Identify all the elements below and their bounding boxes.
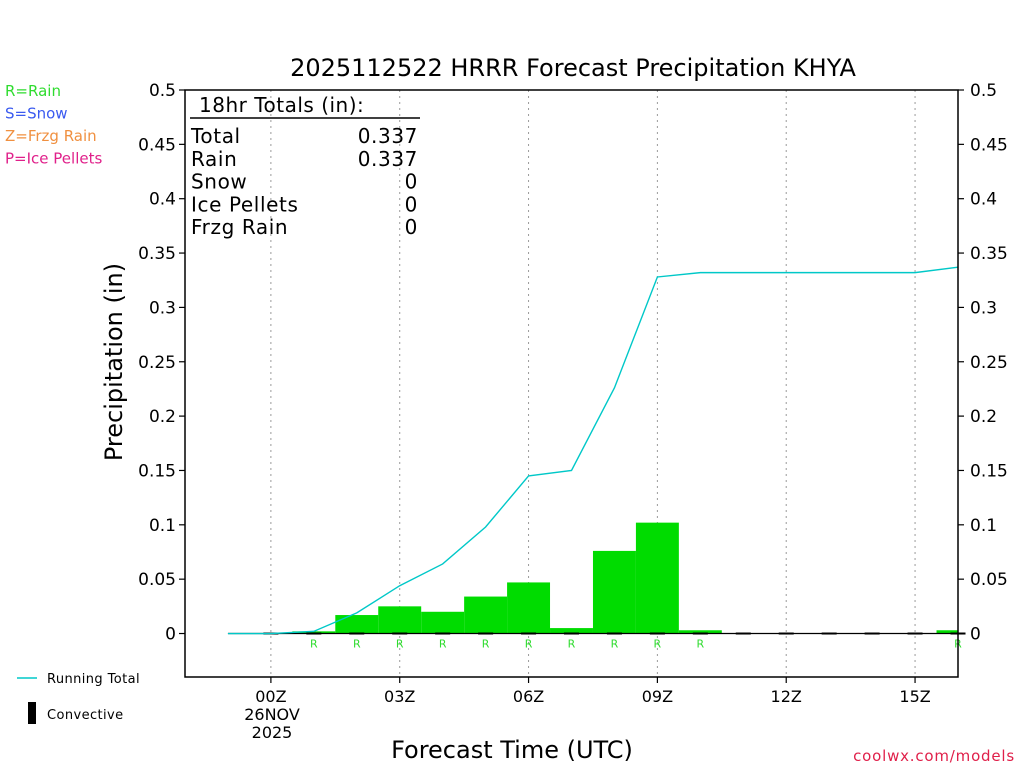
x-axis-title: Forecast Time (UTC) (391, 736, 633, 764)
totals-row-value: 0.337 (358, 124, 418, 148)
y-tick-label-right: 0.25 (970, 353, 1008, 373)
ptype-marker: R (439, 638, 447, 651)
totals-header: 18hr Totals (in): (199, 93, 364, 117)
y-tick-label-left: 0.25 (138, 353, 176, 373)
precip-bar (550, 628, 593, 634)
x-year-label: 2025 (252, 723, 293, 742)
totals-row-value: 0 (405, 170, 418, 194)
totals-box: 18hr Totals (in): Total 0.337 Rain 0.337 Sno… (190, 93, 420, 239)
totals-row-label: Rain (191, 147, 237, 171)
x-tick-label: 12Z (771, 687, 802, 706)
ptype-marker: R (482, 638, 490, 651)
ptype-marker: R (310, 638, 318, 651)
line-legend-label: Convective (47, 708, 124, 723)
precip-type-legend: R=Rain S=Snow Z=Frzg Rain P=Ice Pellets (5, 82, 102, 168)
y-tick-label-left: 0 (165, 625, 176, 645)
line-legend-label: Running Total (47, 672, 140, 687)
ptype-marker: R (353, 638, 361, 651)
y-tick-label-left: 0.45 (138, 135, 176, 155)
hourly-precip-bars (292, 522, 958, 634)
totals-rows: Total 0.337 Rain 0.337 Snow 0 Ice Pellets 0 Frzg… (190, 124, 418, 239)
type-legend-item: S=Snow (5, 105, 68, 123)
x-tick-label: 06Z (513, 687, 544, 706)
y-tick-label-left: 0.15 (138, 461, 176, 481)
y-axis-right: 0 0.05 0.1 0.15 0.2 0.25 0.3 0.35 0.4 0.45 0.5 (958, 81, 1008, 645)
precip-bar (421, 611, 465, 634)
ptype-marker: R (611, 638, 619, 651)
x-date-label: 26NOV (244, 705, 300, 724)
totals-row-label: Snow (191, 170, 247, 194)
totals-row-label: Ice Pellets (191, 192, 299, 216)
totals-row-label: Frzg Rain (191, 215, 288, 239)
precip-bar (464, 596, 508, 634)
y-tick-label-right: 0 (970, 625, 981, 645)
y-tick-label-left: 0.5 (149, 81, 176, 101)
totals-row-label: Total (190, 124, 241, 148)
y-tick-label-right: 0.1 (970, 516, 997, 536)
x-tick-label: 03Z (384, 687, 415, 706)
y-tick-label-left: 0.1 (149, 516, 176, 536)
y-tick-label-left: 0.2 (149, 407, 176, 427)
ptype-marker: R (568, 638, 576, 651)
ptype-marker: R (654, 638, 662, 651)
y-tick-label-left: 0.4 (149, 190, 176, 210)
y-tick-label-right: 0.3 (970, 298, 997, 318)
ptype-marker: R (697, 638, 705, 651)
y-tick-label-left: 0.35 (138, 244, 176, 264)
precip-bar (335, 615, 379, 634)
ptype-marker: R (525, 638, 533, 651)
precip-bar (678, 630, 722, 634)
y-tick-label-right: 0.2 (970, 407, 997, 427)
type-legend-item: Z=Frzg Rain (5, 127, 97, 145)
x-tick-label: 00Z (255, 687, 286, 706)
ptype-marker: R (396, 638, 404, 651)
credit-text: coolwx.com/models (853, 747, 1015, 765)
y-tick-label-right: 0.05 (970, 570, 1008, 590)
precip-bar (592, 550, 636, 634)
y-tick-label-left: 0.05 (138, 570, 176, 590)
x-tick-label: 09Z (642, 687, 673, 706)
legend-convective-swatch (28, 702, 36, 724)
type-legend-item: P=Ice Pellets (5, 150, 102, 168)
totals-row-value: 0 (405, 192, 418, 216)
y-tick-label-right: 0.4 (970, 190, 997, 210)
precip-bar (635, 522, 679, 634)
precip-bar (507, 582, 551, 634)
precip-bar (936, 630, 958, 634)
y-tick-label-right: 0.5 (970, 81, 997, 101)
y-axis-title: Precipitation (in) (100, 263, 128, 461)
convective-bars (227, 632, 966, 635)
running-total-line (227, 266, 959, 635)
totals-row-value: 0.337 (358, 147, 418, 171)
vertical-gridlines (270, 90, 916, 677)
y-tick-label-right: 0.15 (970, 461, 1008, 481)
precip-bar (378, 606, 422, 634)
precip-bar (292, 631, 336, 634)
y-tick-label-right: 0.35 (970, 244, 1008, 264)
y-axis-left: 0 0.05 0.1 0.15 0.2 0.25 0.3 0.35 0.4 0.45 0.5 (138, 81, 185, 645)
chart-title: 2025112522 HRRR Forecast Precipitation K… (290, 54, 856, 82)
plot-frame (184, 89, 959, 678)
series-legend: Running Total Convective (17, 672, 140, 724)
type-legend-item: R=Rain (5, 82, 61, 100)
x-axis: 00Z 03Z 06Z 09Z 12Z 15Z (255, 677, 931, 706)
x-tick-label: 15Z (899, 687, 930, 706)
y-tick-label-left: 0.3 (149, 298, 176, 318)
totals-row-value: 0 (405, 215, 418, 239)
y-tick-label-right: 0.45 (970, 135, 1008, 155)
